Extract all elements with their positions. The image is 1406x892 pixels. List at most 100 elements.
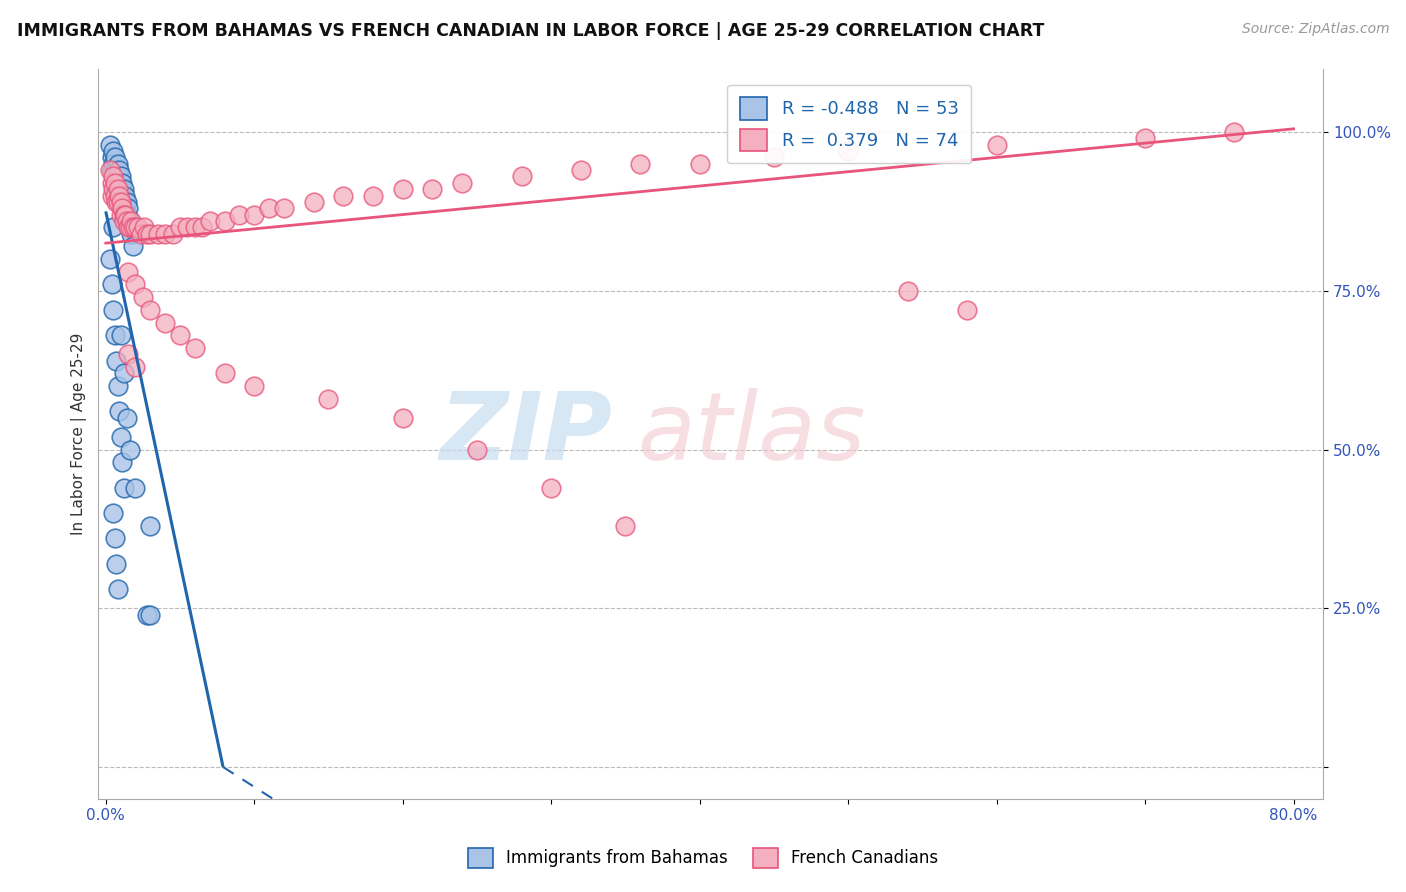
Point [132, 290, 155, 304]
Point [131, 227, 153, 241]
Point [108, 404, 131, 418]
Point [121, 239, 143, 253]
Point [103, 506, 125, 520]
Point [115, 194, 138, 209]
Y-axis label: In Labor Force | Age 25-29: In Labor Force | Age 25-29 [72, 333, 87, 535]
Point [107, 182, 129, 196]
Point [118, 214, 141, 228]
Point [117, 220, 139, 235]
Point [100, 163, 122, 178]
Point [112, 481, 135, 495]
Point [112, 367, 135, 381]
Point [540, 481, 562, 495]
Point [110, 430, 132, 444]
Point [689, 157, 711, 171]
Point [214, 367, 236, 381]
Point [153, 316, 176, 330]
Point [105, 194, 128, 209]
Point [139, 518, 162, 533]
Point [107, 169, 129, 184]
Point [110, 182, 132, 196]
Point [124, 277, 146, 292]
Point [111, 201, 134, 215]
Point [105, 176, 128, 190]
Point [104, 150, 127, 164]
Point [191, 220, 214, 235]
Point [139, 227, 162, 241]
Point [243, 208, 266, 222]
Point [107, 379, 129, 393]
Point [100, 176, 122, 190]
Text: Source: ZipAtlas.com: Source: ZipAtlas.com [1241, 22, 1389, 37]
Point [105, 557, 128, 571]
Point [115, 410, 138, 425]
Point [153, 227, 176, 241]
Point [108, 188, 131, 202]
Text: ZIP: ZIP [440, 388, 613, 480]
Point [243, 379, 266, 393]
Legend: Immigrants from Bahamas, French Canadians: Immigrants from Bahamas, French Canadian… [461, 841, 945, 875]
Point [100, 150, 122, 164]
Point [100, 188, 122, 202]
Point [111, 188, 134, 202]
Point [120, 227, 142, 241]
Point [107, 582, 129, 597]
Point [111, 176, 134, 190]
Point [117, 265, 139, 279]
Point [569, 163, 592, 178]
Point [103, 169, 125, 184]
Point [391, 182, 413, 196]
Point [108, 176, 131, 190]
Point [837, 144, 859, 158]
Point [103, 157, 125, 171]
Point [120, 214, 142, 228]
Point [332, 188, 354, 202]
Point [115, 208, 138, 222]
Point [110, 328, 132, 343]
Point [257, 201, 280, 215]
Point [302, 194, 325, 209]
Point [184, 220, 207, 235]
Text: atlas: atlas [637, 388, 866, 479]
Point [176, 220, 198, 235]
Point [169, 328, 191, 343]
Point [198, 214, 221, 228]
Point [361, 188, 384, 202]
Point [110, 194, 132, 209]
Point [139, 607, 162, 622]
Point [318, 392, 340, 406]
Point [614, 518, 637, 533]
Point [124, 359, 146, 374]
Point [228, 208, 250, 222]
Point [117, 201, 139, 215]
Point [465, 442, 488, 457]
Point [628, 157, 651, 171]
Point [103, 302, 125, 317]
Point [104, 163, 127, 178]
Point [117, 347, 139, 361]
Point [1223, 125, 1246, 139]
Point [118, 442, 141, 457]
Point [139, 302, 162, 317]
Point [104, 328, 127, 343]
Point [124, 220, 146, 235]
Point [110, 194, 132, 209]
Point [112, 208, 135, 222]
Point [112, 182, 135, 196]
Point [169, 220, 191, 235]
Point [103, 144, 125, 158]
Point [184, 341, 207, 355]
Point [896, 284, 918, 298]
Point [124, 481, 146, 495]
Point [103, 220, 125, 235]
Point [110, 169, 132, 184]
Point [107, 157, 129, 171]
Point [114, 201, 136, 215]
Point [162, 227, 184, 241]
Point [121, 220, 143, 235]
Point [111, 455, 134, 469]
Point [114, 188, 136, 202]
Text: IMMIGRANTS FROM BAHAMAS VS FRENCH CANADIAN IN LABOR FORCE | AGE 25-29 CORRELATIO: IMMIGRANTS FROM BAHAMAS VS FRENCH CANADI… [17, 22, 1045, 40]
Point [105, 169, 128, 184]
Point [136, 227, 159, 241]
